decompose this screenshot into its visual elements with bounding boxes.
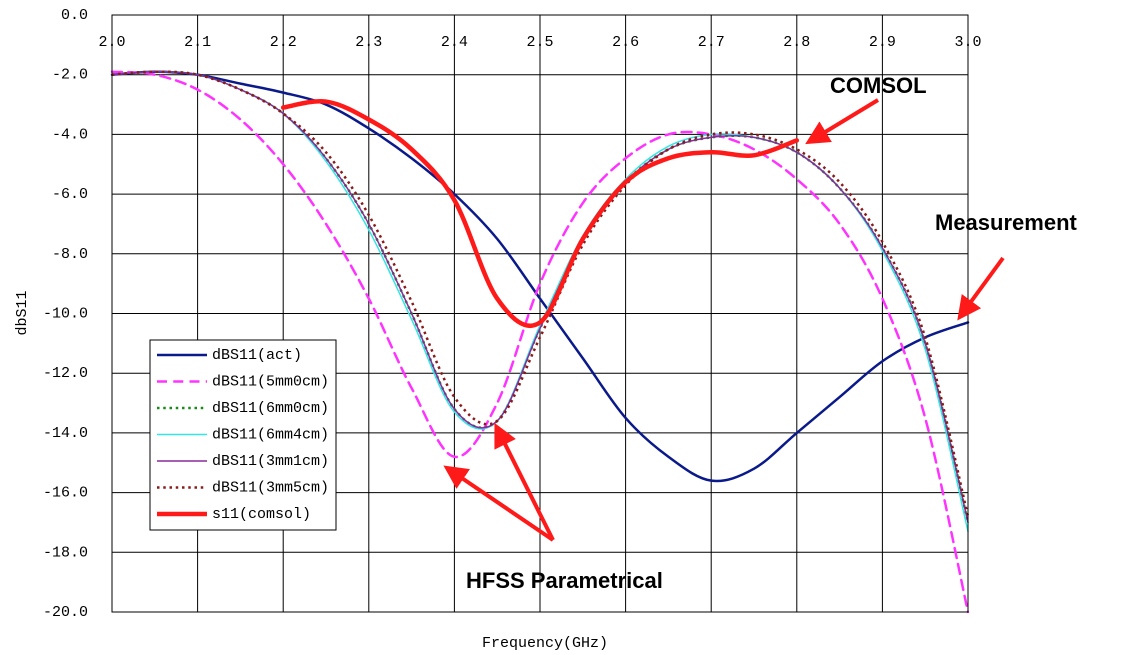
y-tick-label: 0.0: [61, 7, 88, 24]
x-tick-label: 2.5: [526, 34, 553, 51]
x-tick-label: 3.0: [954, 34, 981, 51]
legend-label: dBS11(5mm0cm): [212, 373, 329, 390]
x-axis-label: Frequency(GHz): [482, 635, 608, 652]
x-tick-label: 2.0: [98, 34, 125, 51]
series-line: [110, 70, 970, 483]
x-tick-label: 2.7: [698, 34, 725, 51]
series-line: [280, 98, 800, 329]
y-tick-label: -14.0: [43, 425, 88, 442]
x-tick-label: 2.4: [441, 34, 468, 51]
y-tick-label: -2.0: [52, 67, 88, 84]
x-tick-label: 2.9: [869, 34, 896, 51]
x-tick-label: 2.8: [783, 34, 810, 51]
x-tick-label: 2.3: [355, 34, 382, 51]
y-tick-label: -16.0: [43, 485, 88, 502]
annotation: HFSS Parametrical: [466, 568, 663, 593]
y-tick-label: -18.0: [43, 544, 88, 561]
legend-label: dBS11(6mm0cm): [212, 400, 329, 417]
y-tick-label: -6.0: [52, 186, 88, 203]
series-line: [110, 70, 970, 614]
arrow: [957, 256, 1005, 321]
lines: [110, 70, 970, 614]
legend-label: dBS11(3mm5cm): [212, 479, 329, 496]
annotation: Measurement: [935, 210, 1078, 235]
legend-label: dBS11(act): [212, 347, 302, 364]
arrow: [443, 465, 555, 542]
arrow: [805, 98, 880, 145]
y-tick-label: -12.0: [43, 365, 88, 382]
series-line: [111, 70, 970, 517]
legend-label: dBS11(3mm1cm): [212, 453, 329, 470]
annotation: COMSOL: [830, 73, 927, 98]
legend-label: dBS11(6mm4cm): [212, 426, 329, 443]
arrow: [494, 422, 555, 541]
legend-label: s11(comsol): [212, 506, 311, 523]
y-tick-label: -10.0: [43, 305, 88, 322]
y-tick-label: -8.0: [52, 246, 88, 263]
legend: dBS11(act) dBS11(5mm0cm) dBS11(6mm0cm) dBS1…: [149, 339, 337, 531]
x-tick-label: 2.6: [612, 34, 639, 51]
x-tick-label: 2.1: [184, 34, 211, 51]
y-tick-label: -20.0: [43, 604, 88, 621]
y-tick-label: -4.0: [52, 126, 88, 143]
y-axis-label: dbS11: [14, 290, 31, 335]
x-tick-label: 2.2: [270, 34, 297, 51]
